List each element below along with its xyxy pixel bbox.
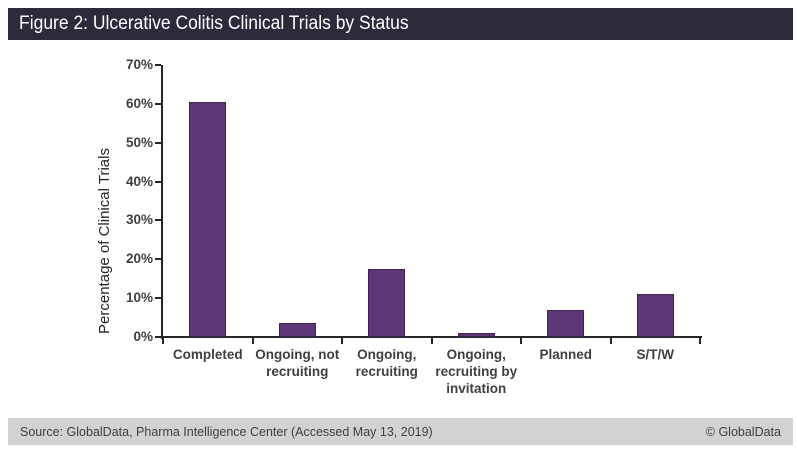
bar [636,294,674,337]
y-tick [155,336,161,338]
x-axis-line [161,336,702,338]
category-label: Ongoing, recruiting [355,347,418,379]
copyright-note: © GlobalData [705,424,781,439]
category-label: Ongoing, recruiting by invitation [435,347,518,396]
x-tick [162,338,164,344]
x-tick [699,338,701,344]
bar [278,323,316,337]
y-tick [155,64,161,66]
category-label: S/T/W [636,347,675,362]
figure-title: Figure 2: Ulcerative Colitis Clinical Tr… [19,13,409,34]
y-tick [155,102,161,105]
x-tick [609,338,612,344]
bar-chart: Percentage of Clinical Trials 0% 10% 20% 30… [0,40,797,418]
y-tick-label: 10% [125,290,153,306]
y-tick-label: 40% [125,173,153,189]
y-tick-label: 30% [125,212,153,228]
y-tick [155,297,161,300]
x-tick [251,338,254,344]
category-label: Planned [539,347,592,362]
figure-header: Figure 2: Ulcerative Colitis Clinical Tr… [8,8,793,40]
y-tick [155,219,161,222]
source-note: Source: GlobalData, Pharma Intelligence … [20,424,433,439]
bar [368,269,406,337]
bar [547,309,585,337]
bar [189,101,227,337]
y-tick-label: 70% [125,57,153,72]
y-tick [155,141,161,144]
figure-footer: Source: GlobalData, Pharma Intelligence … [8,418,793,445]
y-tick [155,258,161,261]
y-tick-label: 0% [133,329,153,344]
y-tick-label: 20% [125,251,153,267]
x-tick [520,338,522,344]
y-axis-line [161,65,163,339]
y-tick-label: 50% [125,134,153,150]
y-tick-label: 60% [125,95,153,111]
x-tick [341,338,343,344]
bar [457,333,495,337]
category-label: Completed [172,347,243,362]
category-label: Ongoing, not recruiting [255,347,340,379]
y-tick [155,180,161,183]
x-tick [430,338,433,344]
